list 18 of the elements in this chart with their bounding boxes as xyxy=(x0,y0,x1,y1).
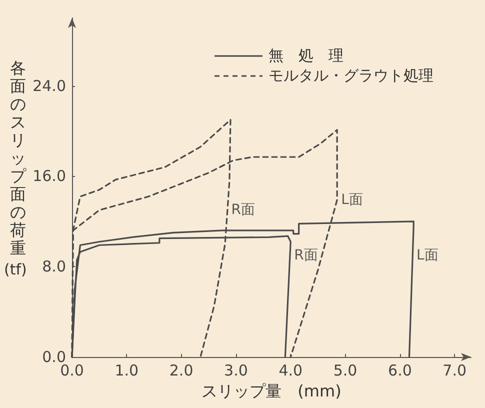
x-tick-label: 4.0 xyxy=(278,362,303,380)
annotation: R面 xyxy=(231,202,255,218)
x-axis-title: スリップ量 (mm) xyxy=(202,381,342,400)
annotation: R面 xyxy=(294,247,318,264)
x-tick-label: 2.0 xyxy=(169,362,194,380)
annotation: L面 xyxy=(341,192,363,208)
x-tick-label: 7.0 xyxy=(442,362,467,380)
y-tick-label: 24.0 xyxy=(32,76,66,95)
legend-label: 無 処 理 xyxy=(268,46,344,64)
x-tick-label: 3.0 xyxy=(224,362,248,380)
text: 各面のスリップ面の荷重(tf) xyxy=(4,60,27,278)
y-tick-label: 8.0 xyxy=(42,258,66,276)
legend-label: モルタル・グラウト処理 xyxy=(268,66,434,84)
x-tick-label: 5.0 xyxy=(333,362,358,380)
annotation: L面 xyxy=(416,247,438,264)
y-tick-label: 16.0 xyxy=(32,167,66,186)
x-tick-label: 1.0 xyxy=(114,362,139,380)
x-tick-label: 6.0 xyxy=(388,362,412,380)
